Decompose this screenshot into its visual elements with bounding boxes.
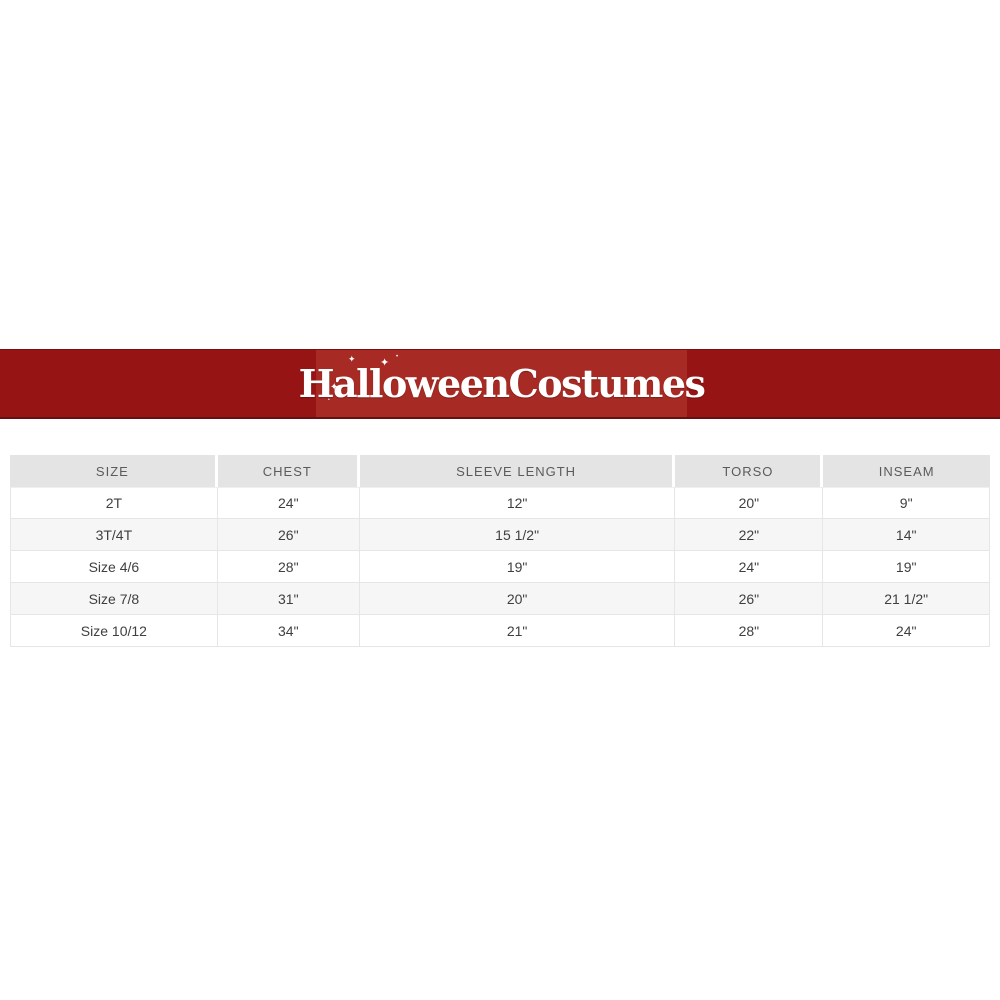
inseam-cell: 19" (823, 551, 990, 583)
size-cell: Size 7/8 (10, 583, 218, 615)
sleeve-cell: 19" (359, 551, 676, 583)
sleeve-cell: 15 1/2" (359, 519, 676, 551)
torso-cell: 26" (675, 583, 824, 615)
sparkle-dot-icon: • (328, 397, 330, 403)
sparkle-dot-icon: • (396, 354, 399, 360)
table-row-2t: 2T 24" 12" 20" 9" (10, 487, 990, 519)
column-header-chest: CHEST (217, 455, 360, 487)
chest-cell: 34" (217, 615, 360, 647)
chest-cell: 24" (217, 487, 360, 519)
inseam-cell: 21 1/2" (823, 583, 990, 615)
sparkle-star-icon: ✦ (380, 357, 390, 369)
sparkle-star-icon: ✦ (330, 382, 339, 393)
size-cell: Size 10/12 (10, 615, 218, 647)
logo-panel: ✦ ✦ ✦ • • • HalloweenCostumes (298, 350, 706, 417)
column-header-size: SIZE (10, 455, 218, 487)
torso-cell: 22" (675, 519, 824, 551)
torso-cell: 20" (675, 487, 824, 519)
sleeve-cell: 20" (359, 583, 676, 615)
chest-cell: 26" (217, 519, 360, 551)
sleeve-cell: 12" (359, 487, 676, 519)
inseam-cell: 9" (823, 487, 990, 519)
inseam-cell: 14" (823, 519, 990, 551)
column-header-sleeve-length: SLEEVE LENGTH (359, 455, 676, 487)
size-cell: 3T/4T (10, 519, 218, 551)
table-row-4-6: Size 4/6 28" 19" 24" 19" (10, 551, 990, 583)
chest-cell: 28" (217, 551, 360, 583)
sparkle-star-icon: ✦ (348, 354, 356, 364)
column-header-inseam: INSEAM (823, 455, 990, 487)
table-row-7-8: Size 7/8 31" 20" 26" 21 1/2" (10, 583, 990, 615)
size-cell: Size 4/6 (10, 551, 218, 583)
torso-cell: 24" (675, 551, 824, 583)
sparkle-dot-icon: • (325, 370, 328, 376)
sleeve-cell: 21" (359, 615, 676, 647)
chest-cell: 31" (217, 583, 360, 615)
inseam-cell: 24" (823, 615, 990, 647)
torso-cell: 28" (675, 615, 824, 647)
column-header-torso: TORSO (675, 455, 824, 487)
header-row: SIZE CHEST SLEEVE LENGTH TORSO INSEAM (10, 455, 990, 487)
table-row-10-12: Size 10/12 34" 21" 28" 24" (10, 615, 990, 647)
size-cell: 2T (10, 487, 218, 519)
table-row-3t4t: 3T/4T 26" 15 1/2" 22" 14" (10, 519, 990, 551)
size-chart-table: SIZE CHEST SLEEVE LENGTH TORSO INSEAM 2T… (10, 455, 990, 647)
halloweencostumes-logo: HalloweenCostumes (298, 361, 706, 406)
brand-banner: ✦ ✦ ✦ • • • HalloweenCostumes (0, 349, 1000, 419)
